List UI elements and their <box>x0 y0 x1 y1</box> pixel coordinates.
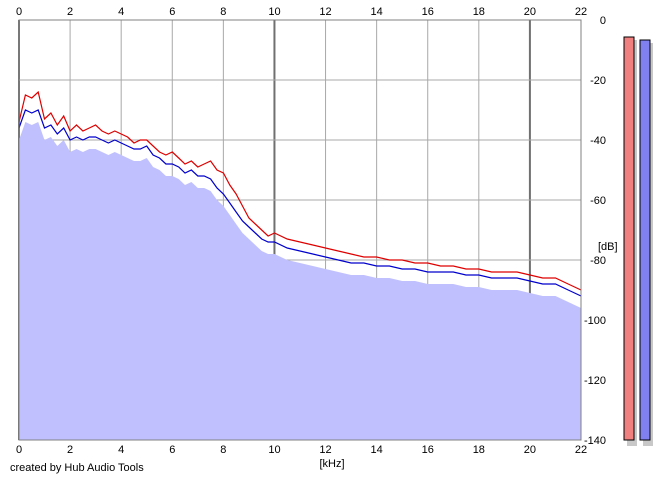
x-tick-label-top: 6 <box>169 6 175 18</box>
x-tick-label-top: 16 <box>422 6 434 18</box>
y-tick-label: -80 <box>590 255 606 267</box>
y-axis-unit: [dB] <box>598 241 618 253</box>
x-tick-label-bottom: 6 <box>169 444 175 456</box>
y-tick-label: -140 <box>584 435 606 447</box>
x-tick-label-bottom: 12 <box>319 444 331 456</box>
level-meters <box>623 36 653 446</box>
spectrum-area <box>19 122 581 440</box>
x-tick-labels-top: 0 2 4 6 8 10 12 14 16 18 20 22 <box>16 6 587 18</box>
level-meter-blue <box>639 39 651 441</box>
x-tick-label-bottom: 20 <box>524 444 536 456</box>
series-layer <box>18 90 582 440</box>
y-tick-labels: 0 -20 -40 -60 -80 -100 -120 -140 <box>584 15 606 447</box>
x-tick-label-top: 10 <box>268 6 280 18</box>
y-tick-label: 0 <box>600 15 606 27</box>
x-tick-label-bottom: 22 <box>575 444 587 456</box>
x-tick-label-bottom: 18 <box>473 444 485 456</box>
x-tick-label-top: 12 <box>319 6 331 18</box>
series-line-blue <box>18 109 582 297</box>
x-tick-label-bottom: 2 <box>67 444 73 456</box>
x-tick-label-top: 18 <box>473 6 485 18</box>
x-tick-label-top: 20 <box>524 6 536 18</box>
y-tick-label: -60 <box>590 195 606 207</box>
x-tick-labels-bottom: 0 2 4 6 8 10 12 14 16 18 20 22 <box>16 444 587 456</box>
x-tick-label-bottom: 14 <box>371 444 383 456</box>
level-meter-red <box>623 36 635 441</box>
x-tick-label-bottom: 10 <box>268 444 280 456</box>
x-tick-label-top: 4 <box>118 6 124 18</box>
plot-frame <box>18 19 582 441</box>
series-line-red <box>18 90 582 291</box>
x-tick-label-top: 8 <box>220 6 226 18</box>
x-tick-label-top: 22 <box>575 6 587 18</box>
x-tick-label-bottom: 16 <box>422 444 434 456</box>
x-tick-label-bottom: 0 <box>16 444 22 456</box>
x-tick-label-top: 14 <box>371 6 383 18</box>
y-tick-label: -40 <box>590 135 606 147</box>
x-tick-label-top: 0 <box>16 6 22 18</box>
x-tick-label-top: 2 <box>67 6 73 18</box>
y-tick-label: -100 <box>584 315 606 327</box>
y-tick-label: -20 <box>590 75 606 87</box>
x-axis-unit: [kHz] <box>319 458 344 470</box>
x-tick-label-bottom: 4 <box>118 444 124 456</box>
x-tick-label-bottom: 8 <box>220 444 226 456</box>
credit-text: created by Hub Audio Tools <box>10 462 144 474</box>
y-tick-label: -120 <box>584 375 606 387</box>
